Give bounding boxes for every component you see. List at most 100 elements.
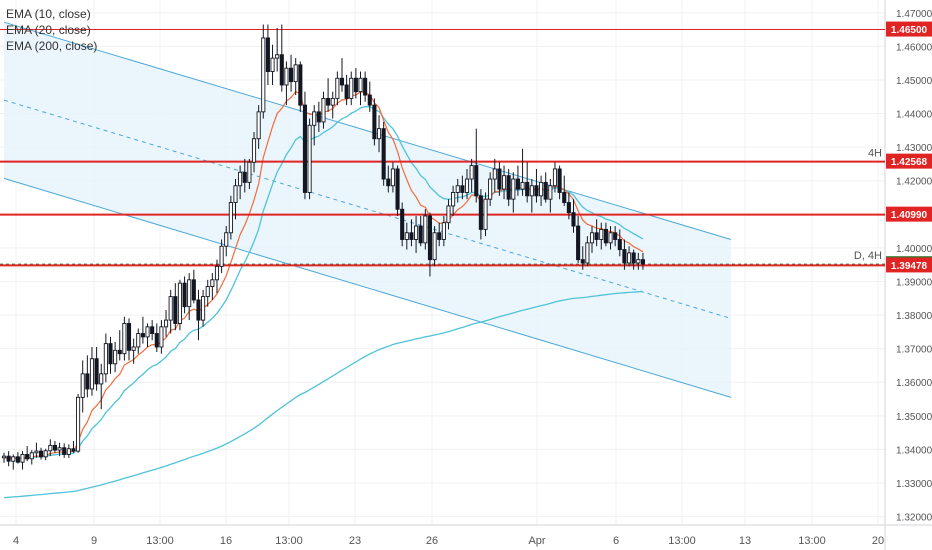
legend-ema200: EMA (200, close) (6, 39, 98, 53)
candle-body (136, 333, 141, 348)
candle-body (154, 333, 159, 348)
candle-body (608, 232, 613, 244)
y-tick-label: 1.46000 (896, 42, 932, 53)
candle-body (525, 181, 530, 197)
candle-body (585, 242, 590, 264)
channel-mid-line (3, 99, 732, 319)
candle-body (432, 232, 437, 261)
y-tick-label: 1.43000 (896, 143, 932, 154)
candle-body (576, 225, 581, 261)
price-label: 1.39478 (891, 261, 928, 272)
candle-body (168, 296, 173, 321)
y-tick-label: 1.36000 (896, 378, 932, 389)
candle-body (57, 447, 62, 451)
candle-body (566, 202, 571, 214)
candle-body (599, 228, 604, 240)
candle-body (126, 323, 132, 351)
candle-body (622, 249, 627, 264)
candle-body (501, 175, 507, 190)
candle-body (293, 64, 298, 83)
y-tick-label: 1.40000 (896, 244, 932, 255)
x-tick-label: 13:00 (146, 535, 174, 547)
candle-body (571, 212, 576, 227)
candle-body (38, 450, 44, 458)
candle-body (335, 77, 340, 99)
candle-body (214, 265, 220, 281)
candle-body (94, 358, 99, 385)
candle-body (613, 232, 618, 240)
candle-body (140, 333, 145, 338)
candle-body (520, 181, 525, 190)
candle-body (483, 198, 488, 230)
candle-body (173, 296, 178, 324)
candle-body (15, 456, 20, 463)
candle-body (437, 232, 442, 240)
x-tick-label: 9 (91, 535, 97, 547)
candle-body (11, 456, 16, 462)
x-tick-label: 13 (739, 535, 751, 547)
y-tick-label: 1.45000 (896, 76, 932, 87)
x-tick-label: 26 (426, 535, 438, 547)
candle-body (330, 97, 335, 106)
candle-body (80, 373, 85, 398)
candle-body (279, 54, 284, 86)
candle-body (76, 396, 81, 452)
candle-body (159, 326, 164, 348)
candle-body (492, 168, 497, 180)
candle-body (455, 185, 460, 193)
candle-body (386, 178, 391, 187)
candle-body (224, 232, 229, 247)
candle-body (506, 175, 511, 200)
candle-body (284, 67, 289, 86)
candle-body (376, 128, 382, 140)
candle-body (247, 161, 252, 183)
candle-body (464, 178, 470, 193)
candle-body (562, 192, 567, 203)
y-tick-label: 1.42000 (896, 177, 932, 188)
y-tick-label: 1.37000 (896, 345, 932, 356)
candle-body (25, 454, 30, 460)
candle-body (414, 225, 419, 240)
candle-body (367, 94, 372, 106)
indicator-legend: EMA (10, close) EMA (20, close) EMA (200… (6, 6, 97, 54)
candle-body (478, 195, 483, 230)
candle-body (210, 279, 215, 287)
candle-body (205, 286, 210, 298)
candle-body (52, 444, 57, 451)
candle-body (349, 77, 354, 99)
price-label: 1.42568 (891, 157, 928, 168)
candle-body (233, 185, 238, 203)
candle-body (191, 279, 196, 301)
candle-body (66, 448, 71, 455)
candle-body (363, 77, 368, 96)
candle-body (381, 128, 386, 180)
candle-body (270, 57, 275, 72)
candle-body (488, 178, 493, 200)
candle-body (617, 239, 622, 251)
candle-body (196, 299, 201, 321)
candle-body (131, 346, 136, 351)
x-tick-label: 4 (13, 535, 19, 547)
x-tick-label: 20 (872, 535, 884, 547)
channel-upper-line (3, 21, 732, 240)
level-tag: D, 4H (854, 250, 882, 262)
y-tick-label: 1.44000 (896, 110, 932, 121)
candle-body (145, 326, 150, 338)
x-tick-label: 13:00 (668, 535, 696, 547)
candle-body (29, 452, 34, 460)
candle-body (251, 138, 257, 163)
candle-body (557, 168, 562, 193)
candle-body (400, 208, 405, 240)
candle-body (228, 202, 233, 234)
candle-body (71, 448, 76, 452)
price-label: 1.46500 (891, 25, 928, 36)
candle-body (103, 343, 108, 375)
candle-body (427, 215, 433, 261)
candle-body (122, 323, 127, 355)
candle-body (62, 447, 67, 455)
candle-body (43, 450, 48, 458)
candle-body (552, 168, 558, 187)
candle-body (34, 450, 39, 454)
candle-body (441, 222, 446, 240)
